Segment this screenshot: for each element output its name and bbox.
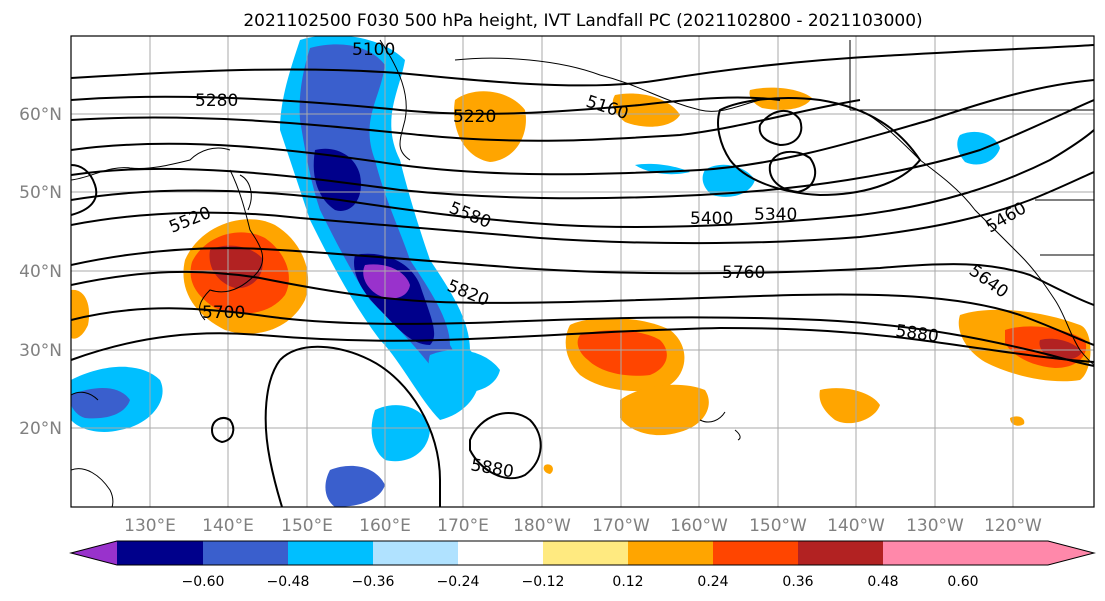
latitude-labels: 60°N 50°N 40°N 30°N 20°N	[19, 105, 62, 439]
lon-label: 150°E	[281, 516, 333, 536]
colorbar-segment	[373, 541, 458, 565]
map-frame	[70, 35, 1095, 508]
colorbar-outline	[69, 540, 1096, 566]
colorbar-segment	[883, 541, 963, 565]
colorbar-segment	[713, 541, 798, 565]
colorbar-segment	[203, 541, 288, 565]
colorbar-ticks: −0.60 −0.48 −0.36 −0.24 −0.12 0.12 0.24 …	[182, 574, 979, 590]
colorbar-segment	[288, 541, 373, 565]
contour-label: 5100	[352, 40, 395, 60]
lon-label: 170°E	[437, 516, 489, 536]
colorbar-tick-label: 0.36	[782, 574, 813, 590]
colorbar-segment	[543, 541, 628, 565]
lat-label: 50°N	[19, 183, 62, 203]
map-panel: 5100 5280 5220 5160 5520 5580 5400 5340 …	[70, 35, 1095, 508]
height-contours	[71, 44, 1094, 507]
lon-label: 140°W	[827, 516, 885, 536]
lat-label: 30°N	[19, 341, 62, 361]
longitude-labels: 130°E 140°E 150°E 160°E 170°E 180°W 170°…	[124, 516, 1042, 536]
colorbar-segment	[628, 541, 713, 565]
colorbar-tick-label: −0.24	[437, 574, 480, 590]
colorbar-tick-label: 0.12	[612, 574, 643, 590]
lat-label: 40°N	[19, 262, 62, 282]
graticule	[71, 36, 1094, 507]
contour-label: 5280	[195, 91, 238, 111]
colorbar-tick-label: 0.60	[947, 574, 978, 590]
lon-label: 150°W	[749, 516, 807, 536]
lat-label: 60°N	[19, 105, 62, 125]
colorbar-tick-label: 0.24	[697, 574, 728, 590]
contour-label: 5340	[754, 205, 797, 225]
lon-label: 180°W	[513, 516, 571, 536]
colorbar-tick-label: −0.60	[182, 574, 225, 590]
colorbar: −0.60 −0.48 −0.36 −0.24 −0.12 0.12 0.24 …	[69, 540, 1096, 590]
lon-label: 160°E	[359, 516, 411, 536]
contour-label: 5220	[453, 107, 496, 127]
colorbar-tick-label: −0.48	[267, 574, 310, 590]
lon-label: 130°E	[124, 516, 176, 536]
colorbar-segment	[458, 541, 543, 565]
colorbar-tick-label: −0.12	[522, 574, 565, 590]
lon-label: 160°W	[670, 516, 728, 536]
colorbar-extend-low	[71, 541, 117, 565]
colorbar-tick-label: 0.48	[867, 574, 898, 590]
contour-label: 5400	[690, 209, 733, 229]
contour-label: 5700	[202, 303, 245, 323]
lon-label: 170°W	[592, 516, 650, 536]
lat-label: 20°N	[19, 419, 62, 439]
colorbar-segment	[117, 541, 203, 565]
map-title: 2021102500 F030 500 hPa height, IVT Land…	[243, 11, 922, 31]
lon-label: 140°E	[202, 516, 254, 536]
contour-label: 5760	[722, 263, 765, 283]
colorbar-segment	[798, 541, 883, 565]
colorbar-tick-label: −0.36	[352, 574, 395, 590]
lon-label: 120°W	[984, 516, 1042, 536]
lon-label: 130°W	[906, 516, 964, 536]
